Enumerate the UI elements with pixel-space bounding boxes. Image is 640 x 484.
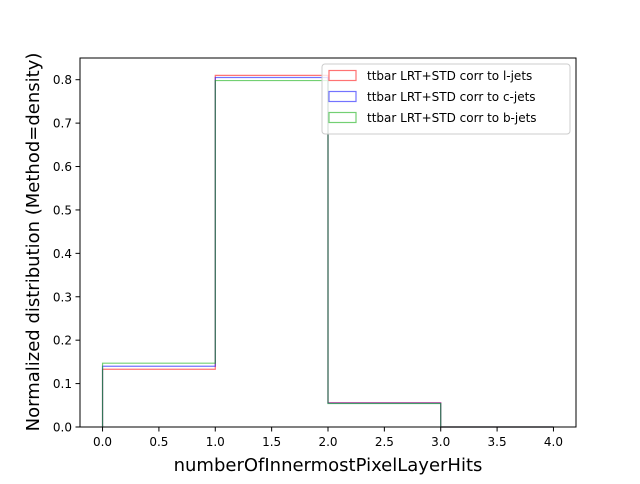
y-tick-label: 0.0	[53, 421, 72, 435]
legend-swatch	[328, 90, 357, 103]
y-tick-label: 0.7	[53, 117, 72, 131]
y-axis-ticks: 0.0 0.1 0.2 0.3 0.4 0.5 0.6 0.7 0.8	[53, 73, 80, 435]
x-tick-label: 0.5	[149, 435, 168, 449]
x-tick-label: 2.0	[318, 435, 337, 449]
legend-label: ttbar LRT+STD corr to l-jets	[367, 69, 532, 83]
x-tick-label: 1.5	[262, 435, 281, 449]
x-tick-label: 3.5	[488, 435, 507, 449]
x-tick-label: 3.0	[431, 435, 450, 449]
y-tick-label: 0.1	[53, 377, 72, 391]
legend-label: ttbar LRT+STD corr to b-jets	[367, 111, 537, 125]
legend-box	[321, 63, 571, 135]
y-tick-label: 0.8	[53, 73, 72, 87]
y-tick-label: 0.3	[53, 290, 72, 304]
y-tick-label: 0.5	[53, 203, 72, 217]
y-axis-label: Normalized distribution (Method=density)	[23, 53, 44, 432]
legend: ttbar LRT+STD corr to l-jets ttbar LRT+ST…	[321, 63, 571, 135]
y-tick-label: 0.2	[53, 334, 72, 348]
legend-swatch	[328, 111, 357, 124]
x-tick-label: 0.0	[93, 435, 112, 449]
x-tick-label: 1.0	[206, 435, 225, 449]
legend-swatch	[328, 69, 357, 82]
x-axis-ticks: 0.0 0.5 1.0 1.5 2.0 2.5 3.0 3.5 4.0	[93, 427, 563, 449]
x-tick-label: 2.5	[375, 435, 394, 449]
y-tick-label: 0.4	[53, 247, 72, 261]
legend-label: ttbar LRT+STD corr to c-jets	[367, 90, 536, 104]
x-tick-label: 4.0	[544, 435, 563, 449]
y-tick-label: 0.6	[53, 160, 72, 174]
x-axis-label: numberOfInnermostPixelLayerHits	[174, 455, 483, 476]
